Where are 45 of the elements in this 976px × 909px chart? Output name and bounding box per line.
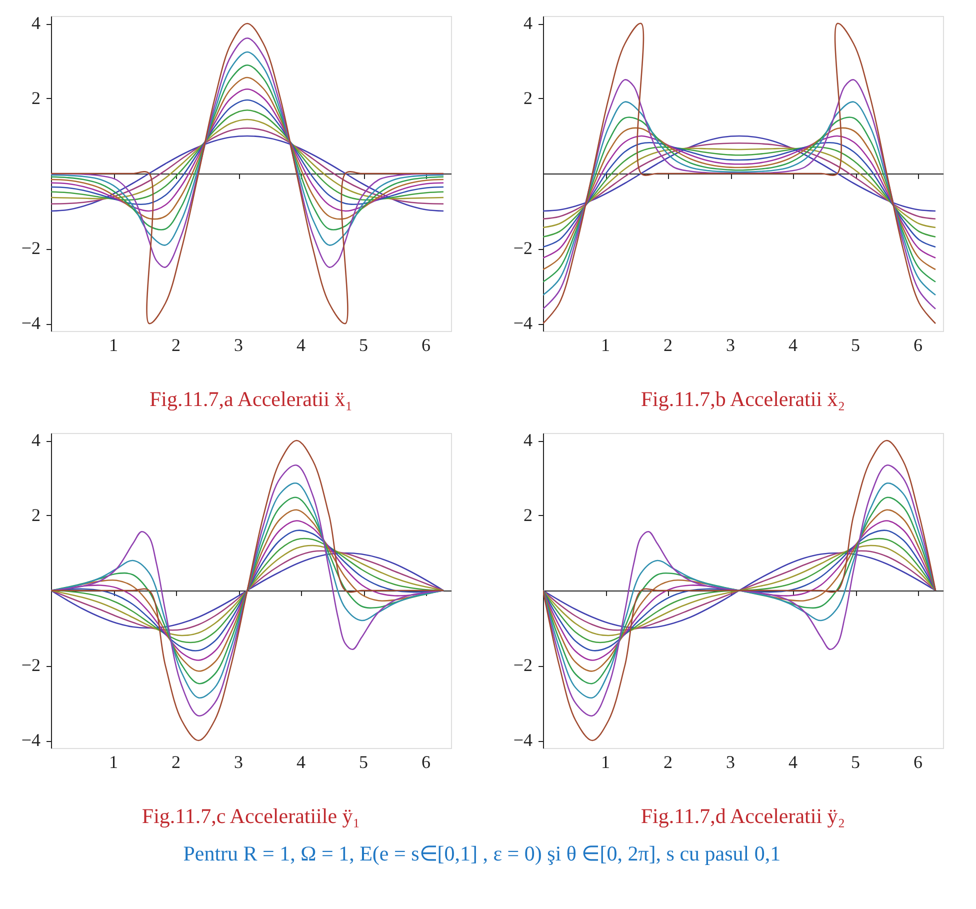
x-tick-label: 2	[172, 752, 180, 772]
x-tick-label: 4	[296, 335, 306, 355]
text: Fig.11.7,b Acceleratii ẍ₂	[640, 387, 846, 411]
x-tick-label: 1	[109, 752, 118, 772]
x-tick-label: 3	[234, 335, 243, 355]
text: Fig.11.7,c Acceleratiile ÿ₁	[142, 804, 360, 828]
x-tick-label: 3	[726, 335, 735, 355]
x-tick-label: 5	[851, 752, 860, 772]
x-tick-label: 3	[234, 752, 243, 772]
x-tick-label: 1	[601, 752, 610, 772]
y-tick-label: 2	[32, 88, 40, 108]
x-tick-label: 5	[359, 752, 368, 772]
y-tick-label: 4	[32, 13, 40, 33]
x-tick-label: 4	[296, 752, 306, 772]
x-tick-label: 6	[422, 335, 430, 355]
y-tick-label: 2	[524, 88, 532, 108]
y-tick-label: 2	[524, 505, 532, 525]
y-tick-label: −2	[513, 655, 532, 675]
y-tick-label: −4	[21, 313, 40, 333]
y-tick-label: 4	[524, 13, 532, 33]
x-tick-label: 5	[359, 335, 368, 355]
y-tick-label: 4	[32, 430, 40, 450]
x-tick-label: 6	[422, 752, 430, 772]
x-tick-label: 1	[109, 335, 118, 355]
y-tick-label: −4	[513, 313, 532, 333]
x-tick-label: 4	[788, 335, 798, 355]
y-tick-label: −4	[21, 730, 40, 750]
y-tick-label: −4	[513, 730, 532, 750]
y-tick-label: 2	[32, 505, 40, 525]
x-tick-label: 1	[601, 335, 610, 355]
x-tick-label: 2	[664, 752, 672, 772]
x-tick-label: 3	[726, 752, 735, 772]
x-tick-label: 2	[664, 335, 672, 355]
text: Pentru R = 1, Ω = 1, E(e = s∈[0,1] , ε = 0) şi θ ∈[0, 2π], s cu pasul 0,1	[183, 842, 781, 866]
text: Fig.11.7,a Acceleratii ẍ₁	[149, 387, 353, 411]
x-tick-label: 6	[914, 752, 922, 772]
x-tick-label: 6	[914, 335, 922, 355]
y-tick-label: −2	[513, 238, 532, 258]
y-tick-label: 4	[524, 430, 532, 450]
y-tick-label: −2	[21, 238, 40, 258]
text: Fig.11.7,d Acceleratii ÿ₂	[640, 804, 846, 828]
y-tick-label: −2	[21, 655, 40, 675]
x-tick-label: 2	[172, 335, 180, 355]
x-tick-label: 4	[788, 752, 798, 772]
x-tick-label: 5	[851, 335, 860, 355]
